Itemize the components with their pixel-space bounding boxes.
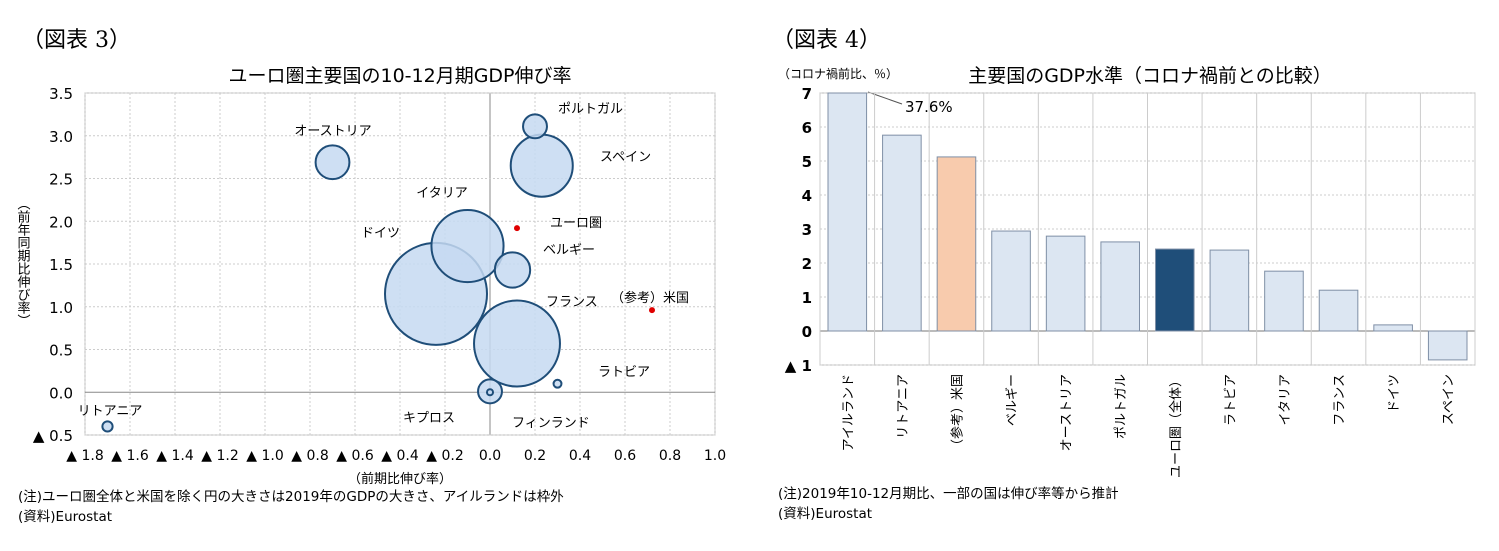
y-tick-label: ▲ 0.5 (33, 427, 73, 445)
x-tick-label: ▲ 0.8 (291, 448, 328, 464)
bar (936, 156, 977, 332)
y-tick-label: 0.5 (49, 342, 73, 360)
bar (1209, 249, 1250, 332)
y-tick-label: 3.5 (49, 85, 73, 103)
bar (1045, 235, 1086, 332)
x-tick-label: ▲ 0.4 (381, 448, 419, 464)
x-tick-label: ▲ 0.6 (336, 448, 374, 464)
x-tick-label: ▲ 1.0 (246, 448, 283, 464)
x-tick-label: 0.8 (659, 448, 681, 464)
bubble-x-label: （前期比伸び率） (348, 471, 452, 487)
point-label: ポルトガル (558, 102, 623, 117)
point-marker (649, 307, 655, 314)
point-label: フランス (546, 295, 598, 310)
point-label: フィンランド (512, 416, 590, 431)
bar (882, 134, 922, 332)
bubble (493, 251, 532, 289)
bar (827, 92, 868, 332)
x-tick-label: 0.4 (569, 448, 591, 464)
x-tick-label: ▲ 0.2 (426, 448, 463, 464)
bubble (430, 208, 505, 284)
point-label: （参考）米国 (611, 290, 689, 306)
point-label: ベルギー (543, 243, 595, 258)
x-tick-label: ▲ 1.4 (156, 448, 194, 464)
x-category-label: ドイツ (1387, 374, 1402, 413)
x-category-label: スペイン (1442, 374, 1457, 425)
bubble-chart-title: ユーロ圏主要国の10-12月期GDP伸び率 (228, 65, 571, 87)
bar (1373, 324, 1413, 332)
y-tick-label: ▲ 1 (785, 357, 812, 375)
bubble (485, 388, 495, 397)
left-note: (注)ユーロ圏全体と米国を除く円の大きさは2019年のGDPの大きさ、アイルラン… (18, 489, 564, 505)
y-axis-label: （前年同期比伸び率） (15, 197, 31, 327)
y-tick-label: 1.0 (49, 299, 73, 317)
y-tick-label: 2.5 (49, 171, 73, 189)
y-tick-label: 7 (802, 85, 812, 103)
right-source: (資料)Eurostat (778, 506, 873, 522)
y-tick-label: 0 (802, 323, 812, 341)
x-tick-label: 0.2 (524, 448, 546, 464)
x-tick-label: ▲ 1.8 (66, 448, 103, 464)
point-label: キプロス (403, 411, 455, 426)
x-category-label: ラトビア (1223, 374, 1238, 426)
bar (1427, 330, 1468, 361)
bubble (522, 113, 548, 140)
x-category-label: （参考）米国 (949, 374, 965, 452)
y-tick-label: 1.5 (49, 256, 73, 274)
bubble (473, 299, 561, 388)
bar (1100, 241, 1140, 332)
y-tick-label: 1 (802, 289, 812, 307)
y-tick-label: 3 (802, 221, 812, 239)
point-label: ユーロ圏 (550, 216, 602, 231)
figure-3-label: （図表 3） (22, 28, 131, 53)
annotation-leader (867, 91, 903, 105)
bar-y-label: （コロナ禍前比、％） (778, 66, 898, 81)
figure-4-label: （図表 4） (772, 28, 881, 53)
x-category-label: アイルランド (841, 374, 856, 451)
x-category-label: オーストリア (1060, 374, 1075, 451)
bubble (509, 133, 574, 198)
bubble (314, 144, 351, 181)
bubble (101, 420, 114, 433)
bar (991, 230, 1031, 332)
bar-chart-title: 主要国のGDP水準（コロナ禍前との比較） (968, 65, 1332, 87)
point-label: イタリア (416, 186, 467, 201)
bubble (552, 378, 563, 389)
y-tick-label: 4 (802, 187, 812, 205)
x-tick-label: 1.0 (704, 448, 726, 464)
point-label: スペイン (600, 150, 651, 165)
bar (1155, 248, 1195, 332)
x-tick-label: 0.6 (614, 448, 636, 464)
right-note: (注)2019年10-12月期比、一部の国は伸び率等から推計 (778, 486, 1119, 502)
y-tick-label: 6 (802, 119, 812, 137)
bar (1264, 270, 1304, 332)
point-label: ラトビア (598, 365, 650, 380)
left-source: (資料)Eurostat (18, 509, 113, 525)
y-tick-label: 0.0 (49, 384, 73, 402)
point-label: オーストリア (294, 124, 371, 139)
x-tick-label: ▲ 1.6 (111, 448, 149, 464)
x-category-label: ポルトガル (1114, 374, 1129, 439)
x-category-label: ユーロ圏（全体） (1168, 374, 1184, 478)
y-tick-label: 2 (802, 255, 812, 273)
point-label: リトアニア (78, 404, 143, 419)
x-category-label: ベルギー (1005, 374, 1020, 426)
x-category-label: フランス (1333, 374, 1348, 426)
x-tick-label: ▲ 1.2 (201, 448, 238, 464)
y-tick-label: 3.0 (49, 128, 73, 146)
x-category-label: イタリア (1278, 374, 1293, 425)
x-tick-label: 0.0 (479, 448, 501, 464)
bar (1318, 289, 1359, 332)
point-marker (514, 225, 520, 232)
y-tick-label: 5 (802, 153, 812, 171)
x-category-label: リトアニア (896, 374, 911, 439)
y-tick-label: 2.0 (49, 213, 73, 231)
point-label: ドイツ (361, 226, 400, 241)
